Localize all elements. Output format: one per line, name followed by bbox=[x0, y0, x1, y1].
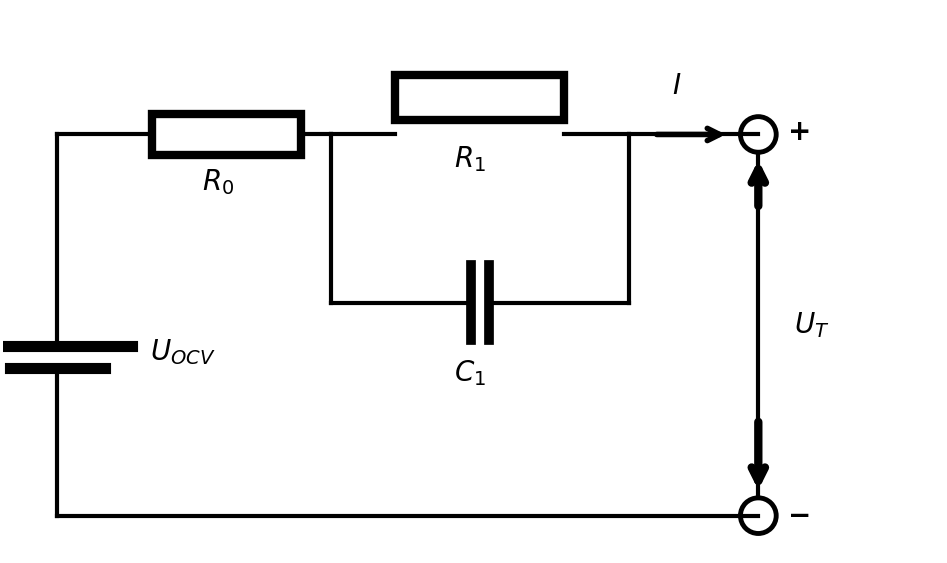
Bar bbox=[152, 114, 301, 155]
Text: $C_1$: $C_1$ bbox=[454, 358, 486, 388]
Text: $R_1$: $R_1$ bbox=[454, 144, 486, 174]
Text: $U_{OCV}$: $U_{OCV}$ bbox=[150, 337, 216, 367]
Text: −: − bbox=[788, 502, 812, 530]
Text: +: + bbox=[788, 118, 812, 146]
Bar bbox=[396, 75, 564, 119]
Text: $U_T$: $U_T$ bbox=[795, 310, 830, 340]
Text: $I$: $I$ bbox=[671, 72, 681, 100]
Text: $R_0$: $R_0$ bbox=[203, 167, 235, 197]
